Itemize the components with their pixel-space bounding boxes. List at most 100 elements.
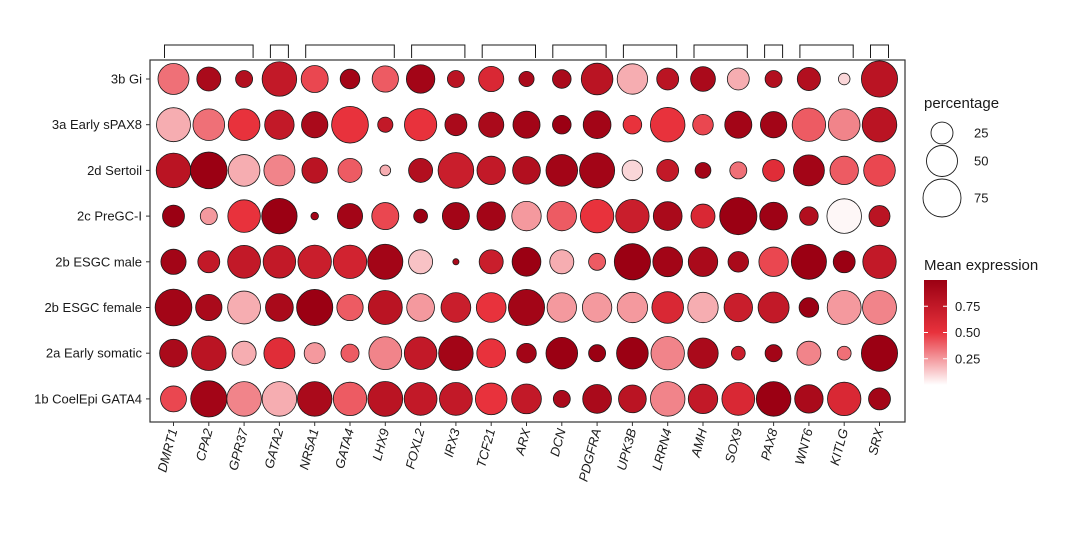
dot-gata2-0 xyxy=(261,61,298,97)
dot-cpa2-7 xyxy=(190,380,228,418)
dot-cpa2-4 xyxy=(197,250,221,274)
cluster-bracket xyxy=(799,44,854,58)
size-legend-label: 25 xyxy=(974,126,988,141)
cluster-bracket xyxy=(764,44,784,58)
dot-wnt6-1 xyxy=(791,107,827,142)
dot-arx-0 xyxy=(518,71,535,88)
dot-foxl2-3 xyxy=(413,208,428,224)
dot-upk3b-0 xyxy=(616,63,649,95)
size-legend-title: percentage xyxy=(924,95,999,112)
dot-gata4-2 xyxy=(337,157,363,183)
dot-arx-4 xyxy=(511,247,542,277)
dot-srx-7 xyxy=(868,387,891,411)
dot-cpa2-5 xyxy=(195,293,223,322)
dot-gpr37-7 xyxy=(226,381,262,417)
x-tick-label: LHX9 xyxy=(369,427,392,462)
cluster-bracket xyxy=(693,44,748,58)
dot-wnt6-5 xyxy=(798,297,820,318)
dot-sox9-1 xyxy=(724,110,753,139)
x-tick-label: GATA2 xyxy=(261,426,286,470)
cluster-bracket xyxy=(622,44,678,58)
x-tick-label: ARX xyxy=(512,426,534,458)
dot-nr5a1-2 xyxy=(301,157,328,184)
dot-lrrn4-1 xyxy=(650,107,686,143)
dot-wnt6-4 xyxy=(790,243,827,280)
size-legend-circle xyxy=(922,178,962,218)
size-legend-label: 50 xyxy=(974,154,988,169)
dot-gpr37-1 xyxy=(227,108,261,141)
dot-dmrt1-1 xyxy=(156,107,191,143)
dot-irx3-0 xyxy=(446,70,465,88)
x-tick-label: WNT6 xyxy=(792,426,816,466)
dot-foxl2-0 xyxy=(405,64,436,94)
cluster-bracket xyxy=(552,44,607,58)
dot-cpa2-3 xyxy=(199,207,218,226)
dot-gata2-5 xyxy=(265,293,294,322)
dot-gata4-6 xyxy=(340,343,360,363)
dot-dcn-5 xyxy=(546,292,577,323)
dot-lrrn4-5 xyxy=(651,291,684,324)
dot-dcn-1 xyxy=(552,114,572,135)
dot-kitlg-2 xyxy=(829,155,859,186)
y-tick-label: 3b Gi xyxy=(111,72,142,87)
dot-upk3b-1 xyxy=(622,114,643,135)
x-tick-label: FOXL2 xyxy=(402,426,427,470)
dot-nr5a1-7 xyxy=(297,381,333,417)
dot-tcf21-2 xyxy=(476,155,506,186)
dot-foxl2-4 xyxy=(408,249,434,275)
cluster-bracket xyxy=(481,44,536,58)
dot-lhx9-0 xyxy=(371,65,399,93)
y-axis-ticks: 3b Gi 3a Early sPAX8 2d Sertoil 2c PreGC-I 2… xyxy=(34,72,150,406)
dots-layer xyxy=(154,60,898,418)
x-tick-label: NR5A1 xyxy=(296,427,321,471)
y-tick-label: 2d Sertoil xyxy=(87,163,142,178)
x-tick-label: DMRT1 xyxy=(154,427,180,474)
color-legend-label: 0.50 xyxy=(955,325,980,340)
dot-nr5a1-1 xyxy=(301,111,329,139)
dot-srx-0 xyxy=(861,60,898,98)
dot-pdgfra-7 xyxy=(582,384,612,414)
dot-dmrt1-2 xyxy=(155,152,192,189)
dot-foxl2-7 xyxy=(403,382,438,416)
dot-pdgfra-3 xyxy=(579,198,615,234)
dot-gata2-7 xyxy=(261,381,298,417)
dot-tcf21-3 xyxy=(476,201,506,231)
dot-srx-3 xyxy=(868,205,891,228)
dot-amh-6 xyxy=(687,337,719,369)
dot-pax8-5 xyxy=(757,291,790,324)
dot-pdgfra-1 xyxy=(582,110,612,139)
dot-tcf21-5 xyxy=(475,292,507,323)
dot-kitlg-6 xyxy=(836,345,852,361)
x-tick-label: UPK3B xyxy=(614,427,640,472)
dot-pdgfra-0 xyxy=(580,62,614,96)
size-legend-label: 75 xyxy=(974,191,988,206)
dot-pax8-3 xyxy=(759,201,788,231)
dot-amh-2 xyxy=(694,162,712,179)
x-tick-label: AMH xyxy=(688,426,710,459)
dot-pax8-0 xyxy=(764,70,783,88)
dot-upk3b-6 xyxy=(616,336,649,370)
dot-cpa2-6 xyxy=(191,335,227,371)
dot-arx-3 xyxy=(511,200,542,232)
dot-lhx9-7 xyxy=(367,381,404,417)
dot-lhx9-5 xyxy=(367,290,403,325)
dot-lhx9-6 xyxy=(368,336,403,371)
dot-gpr37-2 xyxy=(227,154,261,187)
x-tick-label: SRX xyxy=(865,426,887,457)
dot-srx-1 xyxy=(861,107,898,143)
dot-srx-6 xyxy=(861,334,898,372)
dot-srx-4 xyxy=(862,244,897,279)
dot-sox9-6 xyxy=(730,345,746,361)
dot-dcn-6 xyxy=(545,336,579,370)
dot-lhx9-1 xyxy=(377,116,394,133)
x-tick-label: IRX3 xyxy=(441,426,463,459)
dot-nr5a1-3 xyxy=(310,211,319,221)
dot-dmrt1-4 xyxy=(160,248,187,275)
cluster-bracket xyxy=(411,44,466,58)
dot-pdgfra-2 xyxy=(579,152,616,189)
dot-kitlg-1 xyxy=(827,108,861,141)
dot-kitlg-4 xyxy=(832,250,856,274)
dot-sox9-7 xyxy=(721,382,756,416)
dot-amh-4 xyxy=(687,246,719,277)
